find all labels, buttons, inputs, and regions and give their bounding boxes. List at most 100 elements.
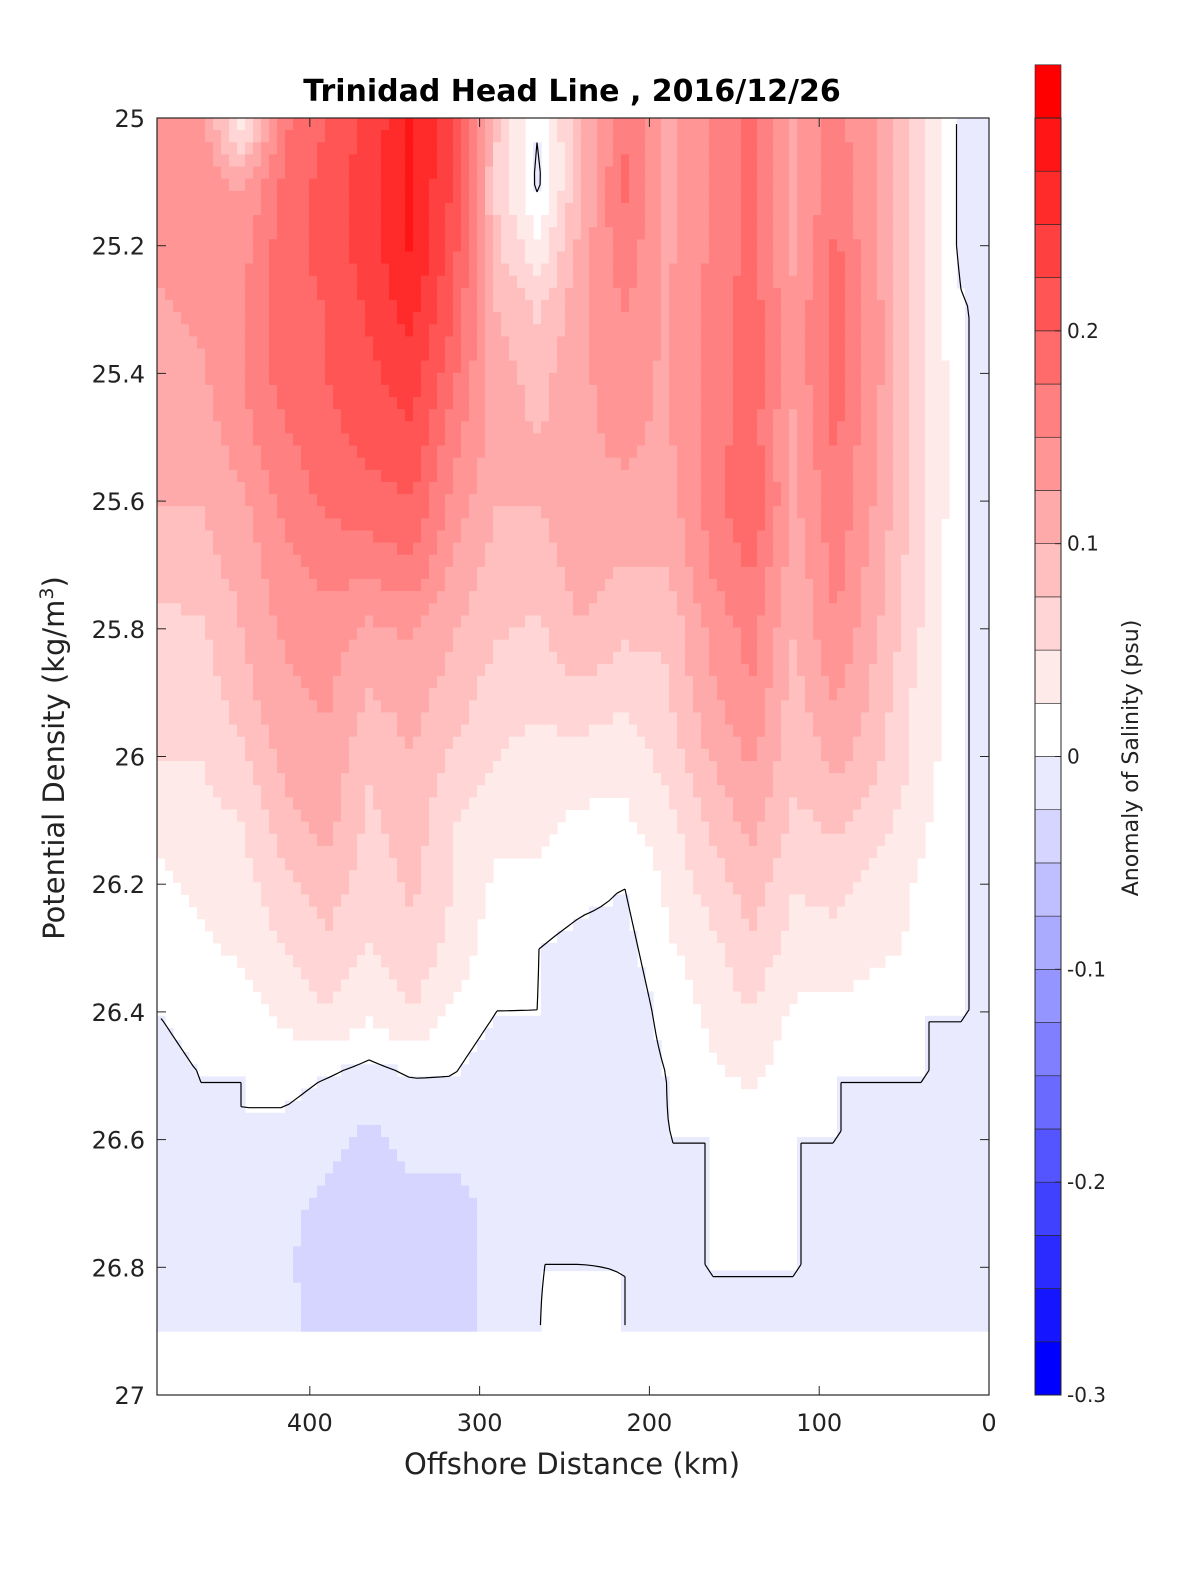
anomaly-cell [341,263,350,277]
anomaly-cell [565,457,574,471]
anomaly-cell [677,700,686,714]
anomaly-cell [381,312,390,325]
anomaly-cell [789,469,798,483]
anomaly-cell [357,469,366,483]
anomaly-cell [277,299,286,313]
anomaly-cell [869,421,878,435]
anomaly-cell [805,275,814,289]
anomaly-cell [933,591,942,604]
anomaly-cell [757,397,766,410]
anomaly-cell [773,433,782,447]
anomaly-cell [325,227,334,240]
anomaly-cell [877,506,886,519]
anomaly-cell [477,336,486,350]
anomaly-cell [325,542,334,556]
anomaly-cell [669,178,678,192]
anomaly-cell [557,372,566,386]
anomaly-cell [573,190,582,204]
anomaly-cell [853,166,862,180]
anomaly-cell [685,603,694,616]
anomaly-cell [781,202,790,216]
anomaly-cell [709,469,718,483]
anomaly-cell [285,384,294,398]
anomaly-cell [565,542,574,556]
anomaly-cell [509,639,518,653]
anomaly-cell [805,639,814,653]
anomaly-cell [821,506,830,519]
anomaly-cell [925,627,934,641]
anomaly-cell [805,142,814,155]
anomaly-cell [661,518,670,532]
anomaly-cell [453,469,462,483]
anomaly-cell [933,676,942,689]
anomaly-cell [901,348,910,362]
anomaly-cell [669,676,678,689]
anomaly-cell [261,663,270,677]
anomaly-cell [277,275,286,289]
anomaly-cell [285,688,294,701]
anomaly-cell [789,457,798,471]
anomaly-cell [957,178,966,192]
anomaly-cell [701,227,710,240]
anomaly-cell [557,663,566,677]
anomaly-cell [605,663,614,677]
anomaly-cell [701,275,710,289]
anomaly-cell [341,433,350,447]
anomaly-cell [293,190,302,204]
anomaly-cell [493,263,502,277]
anomaly-cell [893,130,902,143]
anomaly-cell [229,542,238,556]
anomaly-cell [477,190,486,204]
anomaly-cell [669,603,678,616]
anomaly-cell [829,579,838,592]
anomaly-cell [189,663,198,677]
anomaly-cell [789,676,798,689]
anomaly-cell [373,409,382,422]
anomaly-cell [285,530,294,544]
anomaly-cell [213,639,222,653]
anomaly-cell [269,202,278,216]
anomaly-cell [517,469,526,483]
anomaly-cell [349,130,358,143]
anomaly-cell [733,494,742,507]
anomaly-cell [381,542,390,556]
anomaly-cell [709,190,718,204]
anomaly-cell [709,287,718,301]
anomaly-cell [693,384,702,398]
anomaly-cell [837,227,846,240]
anomaly-cell [349,409,358,422]
anomaly-cell [829,324,838,337]
anomaly-cell [933,336,942,350]
anomaly-cell [421,190,430,204]
anomaly-cell [829,397,838,410]
anomaly-cell [517,554,526,568]
anomaly-cell [973,202,982,216]
anomaly-cell [629,190,638,204]
anomaly-cell [717,166,726,180]
anomaly-cell [749,530,758,544]
anomaly-cell [221,566,230,580]
anomaly-cell [365,299,374,313]
anomaly-cell [245,287,254,301]
anomaly-cell [613,409,622,422]
anomaly-cell [453,615,462,629]
anomaly-cell [885,118,894,131]
anomaly-cell [445,130,454,143]
anomaly-cell [669,409,678,422]
anomaly-cell [445,494,454,507]
anomaly-cell [413,178,422,192]
anomaly-cell [757,579,766,592]
anomaly-cell [829,676,838,689]
anomaly-cell [557,299,566,313]
anomaly-cell [685,118,694,131]
anomaly-cell [845,348,854,362]
anomaly-cell [541,481,550,495]
anomaly-cell [277,372,286,386]
anomaly-cell [973,178,982,192]
anomaly-cell [773,615,782,629]
anomaly-cell [285,518,294,532]
anomaly-cell [365,591,374,604]
anomaly-cell [557,263,566,277]
anomaly-cell [517,433,526,447]
anomaly-cell [613,312,622,325]
